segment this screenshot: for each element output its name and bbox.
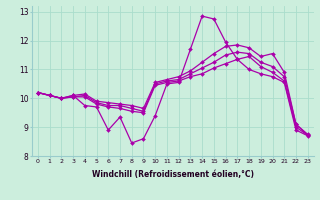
X-axis label: Windchill (Refroidissement éolien,°C): Windchill (Refroidissement éolien,°C) xyxy=(92,170,254,179)
